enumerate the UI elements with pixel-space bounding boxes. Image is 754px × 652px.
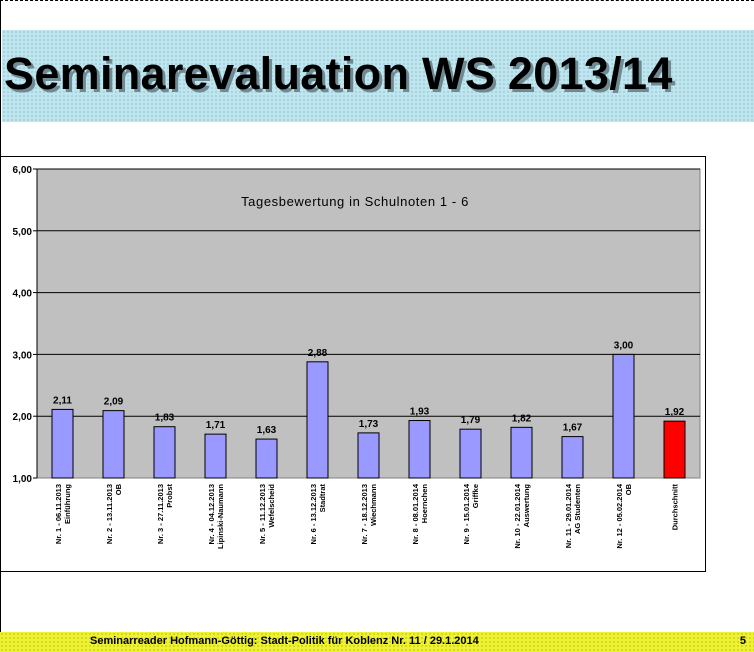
x-tick-label-line: Nr. 7 - 18.12.2013 — [360, 484, 369, 544]
x-tick-label-line: Hoernchen — [420, 484, 429, 524]
x-tick-label-line: Probst — [165, 484, 174, 508]
bar — [612, 353, 635, 479]
bar-value-label: 1,82 — [512, 413, 532, 424]
y-tick-label: 1,00 — [13, 474, 33, 485]
x-tick-label: Durchschnitt — [671, 484, 680, 531]
x-tick-label-line: Nr. 10 - 22.01.2014 — [513, 483, 522, 548]
x-tick-label-line: Durchschnitt — [671, 484, 680, 531]
x-tick-label-line: Griffke — [471, 484, 480, 508]
x-tick-label-line: Nr. 1 - 06.11.2013 — [54, 484, 63, 544]
x-tick-label-line: Einführung — [63, 484, 72, 524]
x-tick-label-line: Nr. 6 - 13.12.2013 — [309, 484, 318, 544]
x-tick-label-line: Wefelscheid — [267, 484, 276, 528]
x-tick-label: Nr. 7 - 18.12.2013 Wiechmann — [360, 484, 378, 545]
bar — [357, 432, 380, 479]
x-tick-label: Nr. 9 - 15.01.2014 Griffke — [462, 483, 480, 544]
title-band — [2, 30, 754, 122]
bar-value-label: 1,83 — [155, 413, 175, 424]
x-tick-label-line: Lipinski-Naumann — [216, 484, 225, 549]
x-tick-label-line: Nr. 3 - 27.11.2013 — [156, 484, 165, 544]
x-tick-label: Nr. 11 - 29.01.2014 AG Studenten — [564, 483, 582, 548]
bar — [51, 408, 74, 479]
bar-value-label: 1,71 — [206, 420, 226, 431]
x-tick-label-line: Nr. 12 - 05.02.2014 — [615, 483, 624, 548]
x-tick-label: Nr. 12 - 05.02.2014 OB — [615, 483, 633, 548]
chart-frame: 1,00 2,00 3,00 4,00 5,00 6,00 Tagesbewertung i… — [0, 156, 706, 572]
bar-value-label: 1,79 — [461, 415, 481, 426]
top-border — [0, 0, 754, 1]
x-tick-label: Nr. 5 - 11.12.2013 Wefelscheid — [258, 484, 276, 544]
y-tick-label: 3,00 — [13, 350, 33, 361]
y-tick-label: 2,00 — [13, 412, 33, 423]
footer-text: Seminarreader Hofmann-Göttig: Stadt-Poli… — [90, 635, 479, 647]
y-tick-label: 5,00 — [13, 227, 33, 238]
x-tick-label: Nr. 8 - 08.01.2014 Hoernchen — [411, 483, 429, 544]
bar — [255, 438, 278, 479]
bar-chart: 1,00 2,00 3,00 4,00 5,00 6,00 Tagesbewertung i… — [0, 156, 706, 572]
plot-area — [36, 168, 701, 479]
bar — [510, 426, 533, 479]
bar-value-label: 1,63 — [257, 425, 277, 436]
x-tick-label: Nr. 6 - 13.12.2013 Stadtrat — [309, 484, 327, 545]
bar-value-label: 1,73 — [359, 419, 379, 430]
slide-title: Seminarevaluation WS 2013/14 — [4, 48, 673, 99]
bar — [306, 361, 329, 479]
x-tick-label: Nr. 1 - 06.11.2013 Einführung — [54, 484, 72, 544]
x-tick-label: Nr. 2 - 13.11.2013 OB — [105, 483, 123, 544]
bar — [204, 433, 227, 479]
bar-value-label: 1,67 — [563, 423, 583, 434]
y-tick-label: 6,00 — [13, 165, 33, 176]
bar-value-label: 1,92 — [665, 407, 685, 418]
x-tick-label-line: Nr. 5 - 11.12.2013 — [258, 484, 267, 544]
bar — [408, 420, 431, 479]
bar — [153, 426, 176, 479]
x-tick-label-line: Nr. 9 - 15.01.2014 — [462, 483, 471, 544]
bar-value-label: 2,88 — [308, 348, 328, 359]
x-tick-label-line: OB — [114, 483, 123, 495]
bar-value-label: 3,00 — [614, 340, 634, 351]
x-tick-label-line: OB — [624, 483, 633, 495]
x-tick-label-line: Auswertung — [522, 484, 531, 528]
x-tick-label-line: Wiechmann — [369, 484, 378, 526]
x-tick-label-line: Nr. 8 - 08.01.2014 — [411, 483, 420, 544]
x-tick-label: Nr. 4 - 04.12.2013 Lipinski-Naumann — [207, 484, 225, 549]
x-tick-label-line: AG Studenten — [573, 484, 582, 534]
bar — [663, 420, 686, 479]
x-tick-label-line: Nr. 11 - 29.01.2014 — [564, 483, 573, 548]
x-tick-label: Nr. 10 - 22.01.2014 Auswertung — [513, 483, 531, 548]
footer-band: Seminarreader Hofmann-Göttig: Stadt-Poli… — [0, 632, 754, 652]
bar — [459, 428, 482, 479]
bar-value-label: 2,09 — [104, 397, 124, 408]
x-tick-label-line: Nr. 4 - 04.12.2013 — [207, 484, 216, 544]
chart-title: Tagesbewertung in Schulnoten 1 - 6 — [241, 194, 469, 209]
y-tick-label: 4,00 — [13, 289, 33, 300]
bar-value-label: 1,93 — [410, 407, 430, 418]
x-tick-label: Nr. 3 - 27.11.2013 Probst — [156, 484, 174, 545]
x-tick-label-line: Stadtrat — [318, 484, 327, 513]
x-tick-label-line: Nr. 2 - 13.11.2013 — [105, 484, 114, 544]
bar — [561, 436, 584, 479]
bar-value-label: 2,11 — [53, 395, 72, 406]
bar — [102, 410, 125, 479]
page-number: 5 — [739, 635, 746, 647]
